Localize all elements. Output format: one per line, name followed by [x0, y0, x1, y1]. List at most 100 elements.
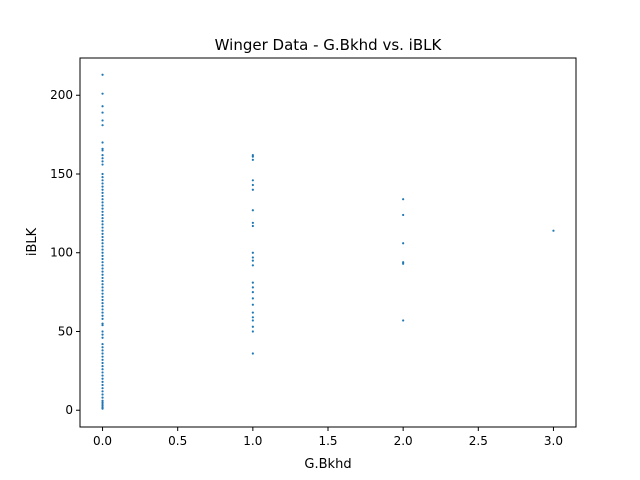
point [101, 153, 104, 157]
point [101, 405, 104, 409]
point [101, 201, 104, 204]
point [101, 198, 104, 201]
point [101, 270, 104, 273]
point [101, 213, 104, 217]
point [402, 261, 405, 264]
point [101, 311, 104, 314]
x-tick-label: 2.0 [394, 434, 413, 448]
point [101, 399, 104, 402]
y-axis-label: iBLK [25, 227, 40, 256]
point [101, 176, 104, 179]
x-tick-label: 1.5 [318, 434, 337, 448]
point [101, 235, 104, 239]
point [251, 316, 254, 319]
point [251, 221, 254, 224]
point [101, 342, 104, 346]
point [251, 183, 254, 187]
point [101, 295, 104, 298]
point [101, 393, 104, 396]
x-axis-label: G.Bkhd [304, 457, 351, 472]
point [101, 73, 104, 76]
point [101, 298, 104, 302]
y-tick-label: 200 [50, 88, 73, 102]
point [101, 377, 104, 380]
point [251, 155, 254, 158]
point [251, 153, 254, 157]
point [101, 333, 104, 336]
point [101, 368, 104, 371]
point [101, 232, 104, 235]
point [101, 308, 104, 311]
point [101, 188, 104, 191]
chart-title: Winger Data - G.Bkhd vs. iBLK [215, 36, 443, 54]
point [101, 380, 104, 383]
point [251, 224, 254, 228]
point [101, 273, 104, 276]
point [251, 291, 254, 294]
point [101, 179, 104, 182]
point [101, 314, 104, 317]
point [101, 160, 104, 163]
point [251, 286, 254, 289]
point [101, 396, 104, 399]
point [101, 383, 104, 387]
point [251, 297, 254, 300]
point [101, 361, 104, 365]
point [402, 198, 405, 201]
point [101, 283, 104, 286]
point [101, 185, 104, 188]
x-tick-label: 0.5 [168, 434, 187, 448]
point [101, 204, 104, 207]
point [101, 407, 104, 410]
point [101, 147, 104, 150]
point [101, 279, 104, 283]
point [101, 239, 104, 242]
point [101, 172, 104, 176]
point [251, 330, 254, 333]
point [101, 355, 104, 358]
point [251, 281, 254, 284]
point [251, 179, 254, 182]
point [101, 220, 104, 223]
point [402, 242, 405, 245]
point [101, 371, 104, 374]
point [101, 248, 104, 251]
point [101, 226, 104, 229]
point [101, 245, 104, 248]
point [101, 404, 104, 407]
point [101, 141, 104, 144]
point [101, 242, 104, 245]
point [402, 262, 405, 265]
point [101, 105, 104, 108]
y-tick-label: 150 [50, 167, 73, 181]
point [101, 390, 104, 393]
point [101, 210, 104, 213]
point [101, 191, 104, 194]
point [101, 157, 104, 160]
point [101, 149, 104, 152]
point [402, 319, 405, 322]
point [101, 352, 104, 355]
point [402, 213, 405, 217]
point [251, 311, 254, 314]
point [101, 349, 104, 352]
point [101, 163, 104, 166]
point [101, 257, 104, 261]
point [251, 264, 254, 267]
point [101, 346, 104, 349]
point [101, 302, 104, 305]
point [251, 325, 254, 328]
point [101, 92, 104, 95]
point [251, 188, 254, 191]
y-tick-label: 50 [58, 324, 73, 338]
point [101, 207, 104, 210]
point [251, 251, 254, 254]
point [101, 267, 104, 270]
point [101, 194, 104, 198]
point [101, 292, 104, 295]
point [101, 223, 104, 226]
point [101, 119, 104, 122]
point [101, 387, 104, 390]
point [101, 330, 104, 333]
